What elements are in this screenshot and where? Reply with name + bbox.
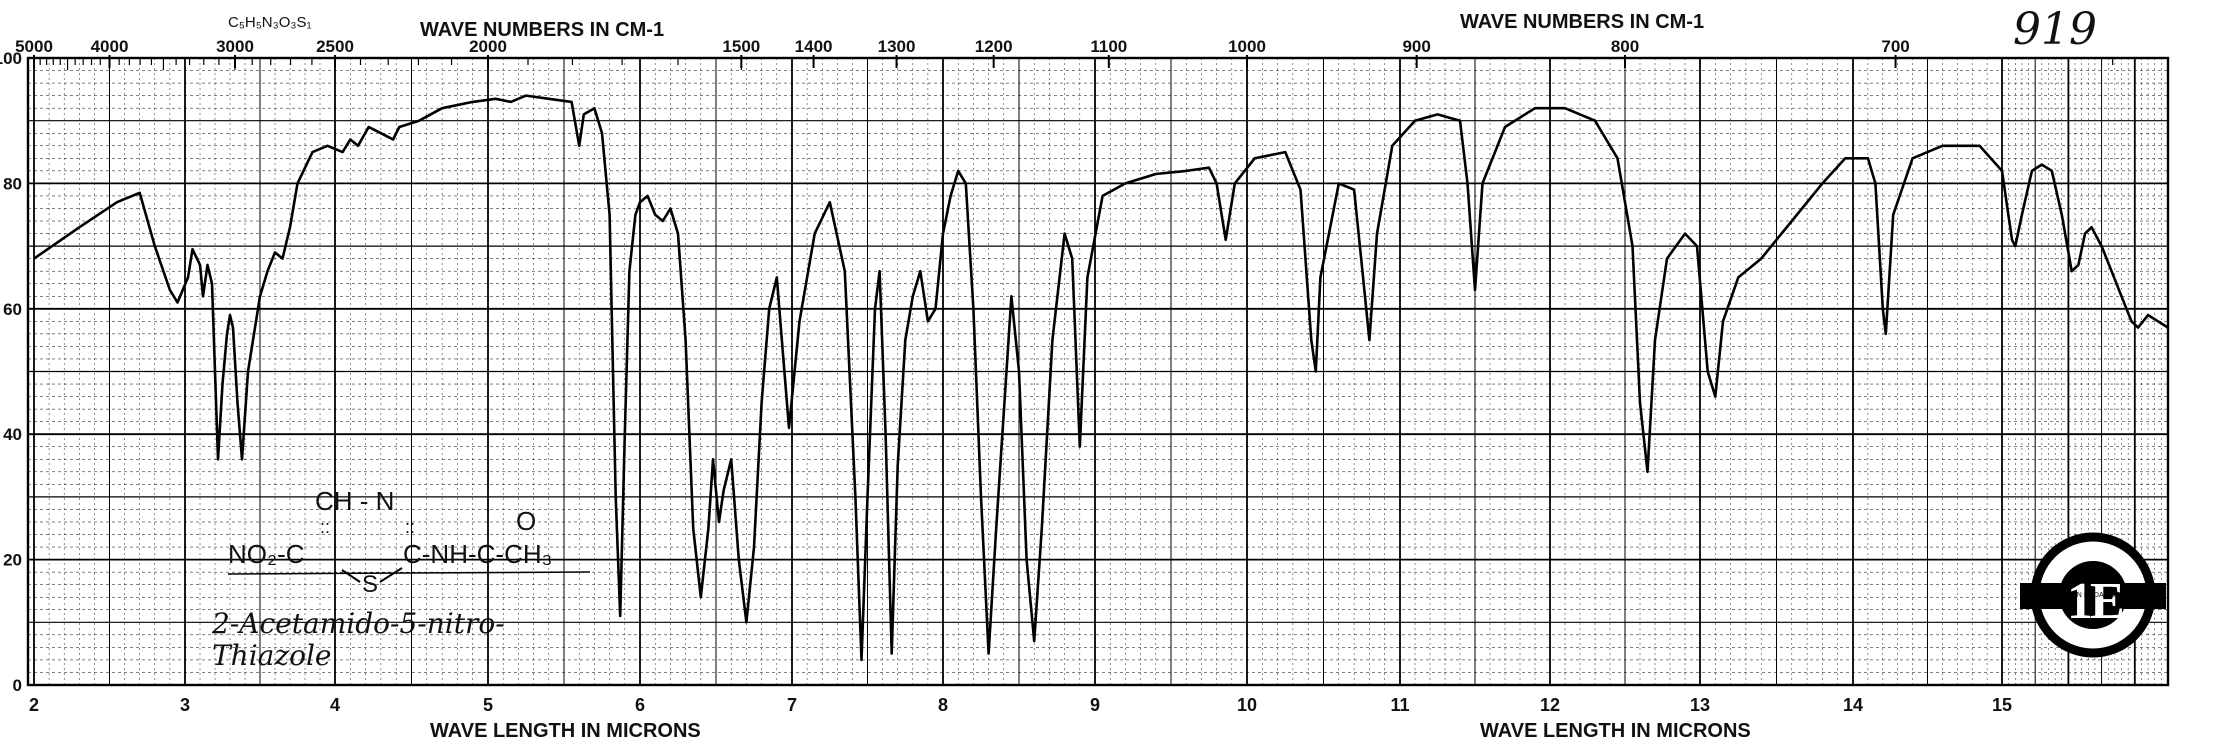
svg-text:E: E [2090, 573, 2125, 630]
structure-oxygen: O [516, 506, 536, 536]
y-tick-label: 0 [13, 676, 22, 695]
top-tick-label: 1000 [1228, 37, 1266, 56]
y-tick-label: 100 [0, 49, 22, 68]
molecular-formula: C₅H₅N₃O₃S₁ [228, 14, 312, 31]
x-tick-label: 10 [1237, 695, 1257, 715]
structure-sulfur: S [362, 571, 378, 598]
compound-name-line2: Thiazole [212, 639, 332, 672]
x-tick-label: 13 [1690, 695, 1710, 715]
x-tick-label: 12 [1540, 695, 1560, 715]
x-tick-label: 14 [1843, 695, 1863, 715]
transmittance-curve [33, 94, 2169, 662]
top-tick-label: 900 [1402, 37, 1430, 56]
y-tick-label: 20 [3, 551, 22, 570]
structure-left: NO₂-C [228, 539, 305, 569]
x-tick-label: 5 [483, 695, 493, 715]
top-tick-label: 4000 [91, 37, 129, 56]
y-tick-label: 60 [3, 300, 22, 319]
x-tick-label: 6 [635, 695, 645, 715]
top-tick-label: 2500 [316, 37, 354, 56]
wavenumber-axis-title-left: WAVE NUMBERS IN CM-1 [420, 19, 664, 41]
svg-text:::: :: [405, 517, 415, 537]
x-tick-label: 4 [330, 695, 340, 715]
x-tick-label: 9 [1090, 695, 1100, 715]
wavelength-axis-title-left: WAVE LENGTH IN MICRONS [430, 720, 701, 738]
x-tick-label: 7 [787, 695, 797, 715]
top-tick-label: 3000 [216, 37, 254, 56]
top-tick-label: 1200 [975, 37, 1013, 56]
structural-formula: CH - N :: :: NO₂-C C-NH-C-CH₃ O S [227, 486, 591, 598]
top-tick-label: 5000 [15, 37, 53, 56]
svg-text:1: 1 [2067, 573, 2093, 630]
y-tick-label: 80 [3, 174, 22, 193]
top-tick-label: 700 [1881, 37, 1909, 56]
structure-top: CH - N [315, 486, 394, 516]
y-tick-label: 40 [3, 425, 22, 444]
chart-axes [26, 56, 2170, 687]
x-tick-label: 8 [938, 695, 948, 715]
top-tick-label: 1100 [1090, 37, 1127, 56]
wavenumber-axis-title-right: WAVE NUMBERS IN CM-1 [1460, 11, 1704, 33]
top-tick-label: 1300 [878, 37, 916, 56]
kodak-logo: 1 E EASTMAN KODAK COMPANY [2020, 532, 2166, 658]
sheet-number: 919 [2013, 4, 2097, 55]
x-tick-label: 11 [1390, 695, 1409, 715]
top-tick-label: 1500 [722, 37, 760, 56]
plot-frame [26, 56, 2170, 687]
compound-name-line1: 2-Acetamido-5-nitro- [211, 607, 505, 640]
top-tick-label: 2000 [469, 37, 507, 56]
structure-right: C-NH-C-CH₃ [403, 539, 552, 569]
chart-grid [28, 57, 2169, 686]
top-tick-label: 1400 [795, 37, 833, 56]
x-tick-label: 2 [29, 695, 39, 715]
wavelength-axis-title-right: WAVE LENGTH IN MICRONS [1480, 720, 1751, 738]
chart-tick-labels: 2 3 4 5 6 7 8 9 10 11 12 13 14 15 0 20 40 60 80 1005000 4000… [0, 37, 2114, 715]
x-tick-label: 3 [180, 695, 190, 715]
svg-text:::: :: [320, 517, 330, 537]
logo-text: EASTMAN KODAK COMPANY [2048, 592, 2145, 599]
x-tick-label: 15 [1992, 695, 2012, 715]
top-tick-label: 800 [1611, 37, 1639, 56]
